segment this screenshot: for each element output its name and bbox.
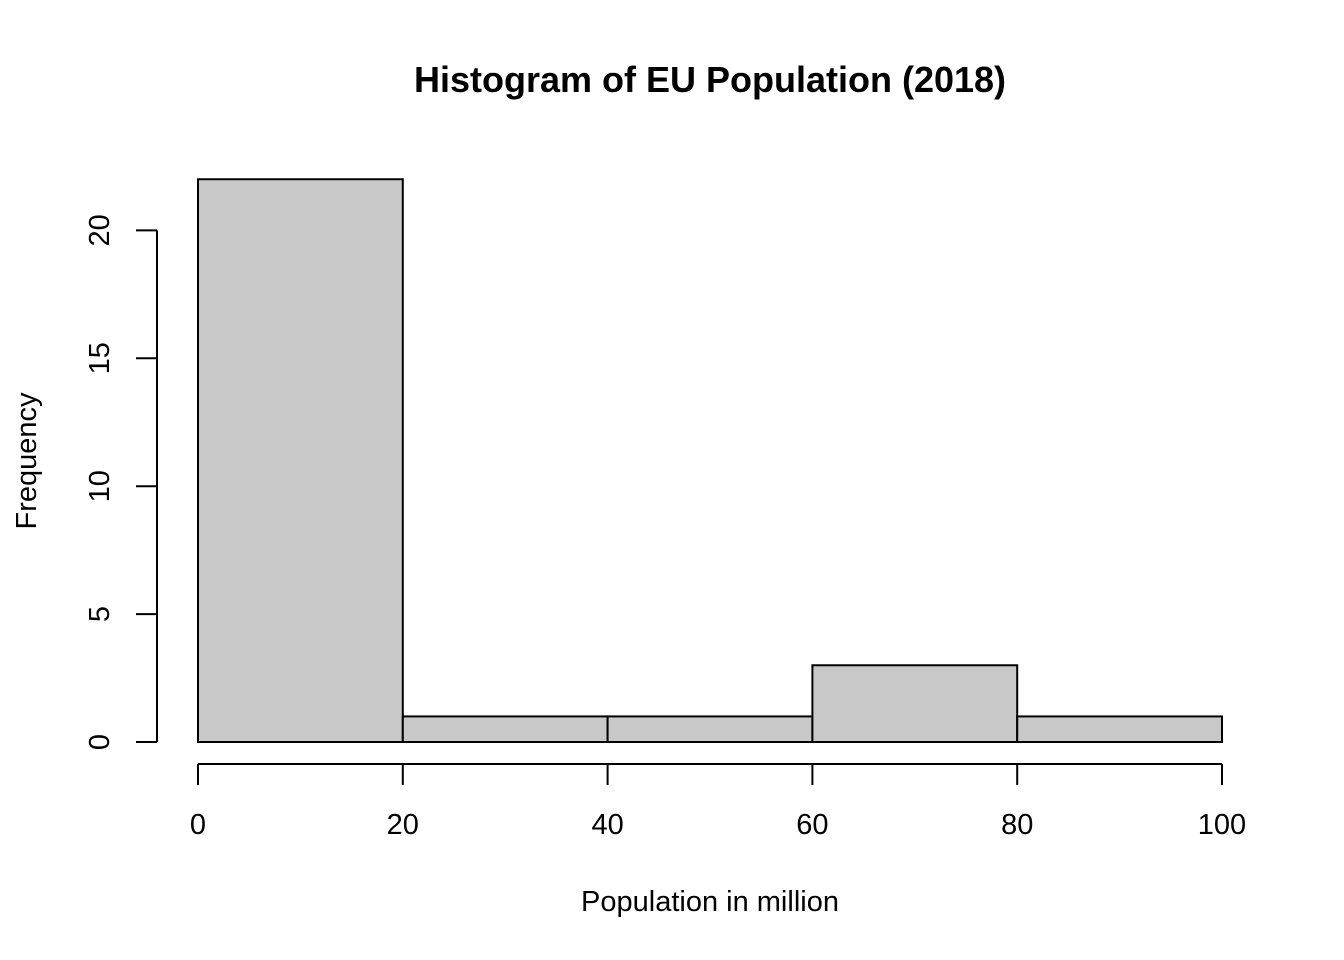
x-tick-label-20: 20 — [387, 809, 419, 841]
y-tick-label-5: 5 — [84, 606, 116, 622]
histogram-bar-80-100 — [1016, 715, 1224, 743]
x-tick-label-60: 60 — [796, 809, 828, 841]
y-tick-label-0: 0 — [84, 734, 116, 750]
x-tick-label-0: 0 — [190, 809, 206, 841]
x-tick-label-100: 100 — [1198, 809, 1246, 841]
y-tick-label-20: 20 — [84, 214, 116, 246]
x-tick-label-80: 80 — [1001, 809, 1033, 841]
y-tick-label-15: 15 — [84, 342, 116, 374]
histogram-bar-40-60 — [606, 715, 814, 743]
chart-title: Histogram of EU Population (2018) — [414, 59, 1006, 100]
x-axis-label: Population in million — [581, 886, 839, 918]
histogram-bar-20-40 — [401, 715, 609, 743]
y-axis-label: Frequency — [11, 392, 43, 530]
y-ticks-layer: 0 5 10 15 20 — [84, 214, 157, 750]
histogram-bar-60-80 — [811, 664, 1019, 744]
x-ticks-layer: 0 20 40 60 80 100 — [190, 764, 1246, 841]
x-tick-label-40: 40 — [591, 809, 623, 841]
y-tick-label-10: 10 — [84, 470, 116, 502]
bars-layer — [197, 178, 1224, 744]
histogram-bar-0-20 — [197, 178, 404, 744]
